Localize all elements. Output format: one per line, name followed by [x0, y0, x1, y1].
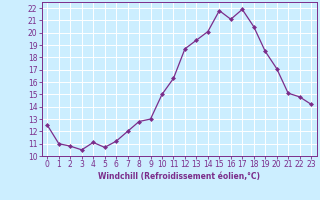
- X-axis label: Windchill (Refroidissement éolien,°C): Windchill (Refroidissement éolien,°C): [98, 172, 260, 181]
